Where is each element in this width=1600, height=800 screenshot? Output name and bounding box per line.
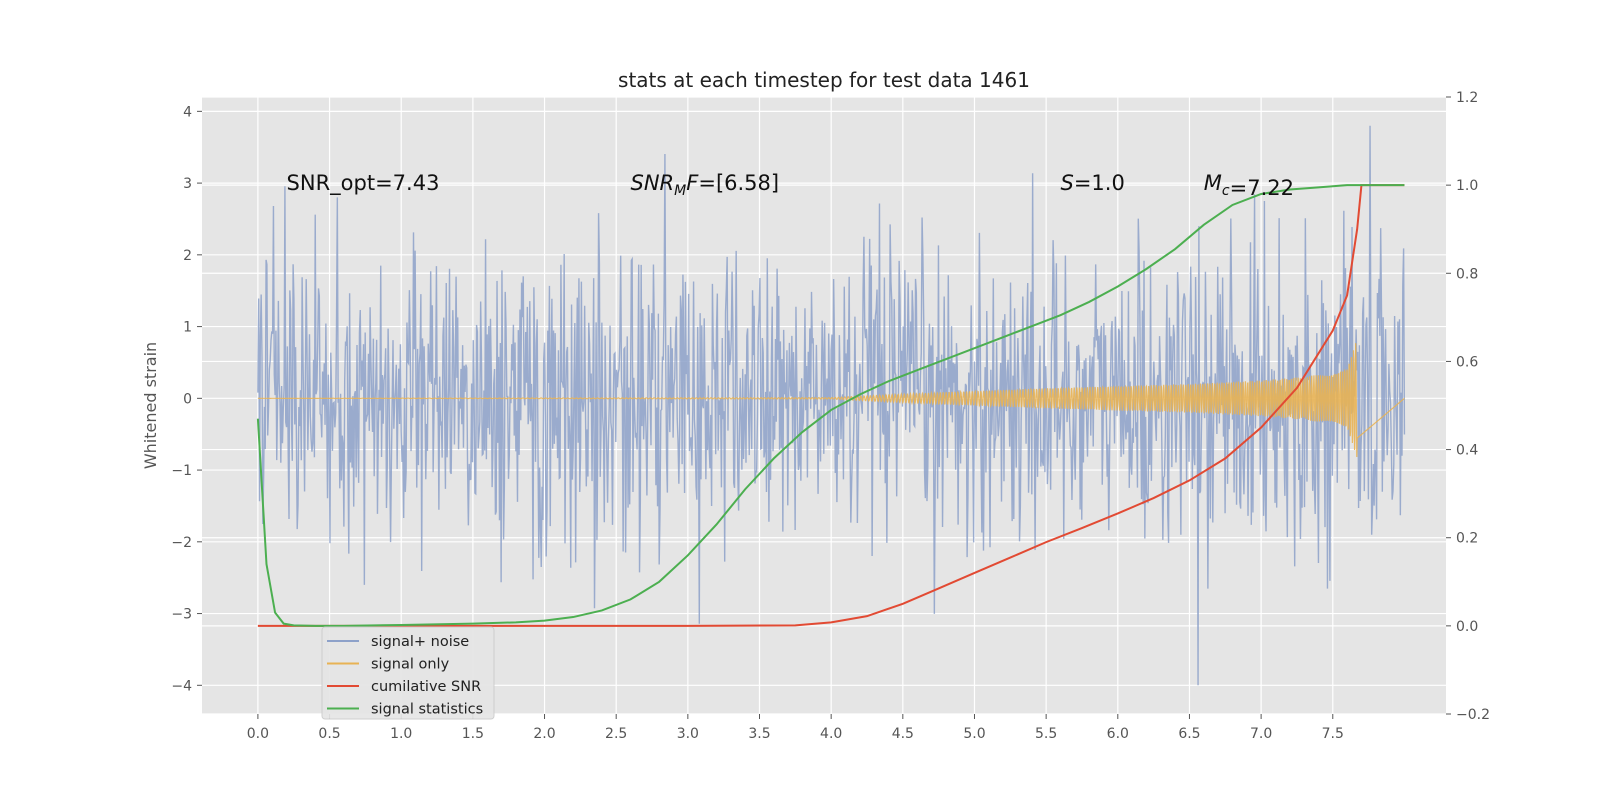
y2-tick-label: 1.0	[1456, 178, 1478, 194]
x-tick-label: 0.5	[318, 726, 340, 742]
series-cumulative-snr	[257, 184, 1405, 627]
x-tick-label: 7.0	[1250, 726, 1272, 742]
y-tick-label: −2	[171, 535, 192, 551]
x-tick-label: 4.0	[820, 726, 842, 742]
legend: signal+ noise signal only cumilative SNR si…	[321, 626, 495, 720]
y-axis-label: Whitened strain	[141, 342, 160, 469]
y-tick-label: 2	[183, 248, 192, 264]
legend-label-3: signal statistics	[371, 702, 483, 718]
y2-tick-label: 0.4	[1456, 443, 1478, 459]
y-tick-label: 1	[183, 320, 192, 336]
x-tick-label: 5.0	[963, 726, 985, 742]
annotation-3: Mc=7.22	[1204, 171, 1294, 200]
legend-box	[321, 626, 495, 720]
y2-tick-label: 0.0	[1456, 619, 1478, 635]
annotation-2: S=1.0	[1060, 171, 1124, 195]
y2-tick-label: 0.6	[1456, 354, 1478, 370]
legend-label-0: signal+ noise	[371, 634, 469, 650]
x-tick-label: 6.5	[1178, 726, 1200, 742]
y-tick-label: 4	[183, 104, 192, 120]
y-tick-label: −1	[171, 463, 192, 479]
legend-label-1: signal only	[371, 657, 450, 673]
y2-tick-label: 1.2	[1456, 90, 1478, 106]
x-tick-label: 6.0	[1107, 726, 1129, 742]
annotation-0: SNR_opt=7.43	[287, 171, 440, 196]
series-signal-noise	[257, 125, 1406, 686]
y2-tick-label: 0.8	[1456, 266, 1478, 282]
x-tick-label: 2.5	[605, 726, 627, 742]
x-tick-label: 1.0	[390, 726, 412, 742]
y-tick-label: −3	[171, 607, 192, 623]
x-tick-label: 7.5	[1322, 726, 1344, 742]
x-tick-label: 0.0	[247, 726, 269, 742]
y-tick-label: −4	[171, 678, 192, 694]
x-tick-label: 4.5	[892, 726, 914, 742]
x-tick-label: 1.5	[462, 726, 484, 742]
series-signal-statistics	[256, 184, 1405, 627]
series-signal-only	[257, 343, 1405, 458]
annotation-1: SNRMF=[6.58]	[631, 171, 780, 199]
y-tick-label: 3	[183, 176, 192, 192]
chart-title: stats at each timestep for test data 146…	[618, 68, 1030, 92]
legend-label-2: cumilative SNR	[371, 679, 481, 695]
x-tick-label: 5.5	[1035, 726, 1057, 742]
y2-tick-label: −0.2	[1456, 707, 1490, 723]
x-tick-label: 3.5	[748, 726, 770, 742]
y2-tick-label: 0.2	[1456, 531, 1478, 547]
x-tick-label: 3.0	[677, 726, 699, 742]
y-tick-label: 0	[183, 391, 192, 407]
x-tick-label: 2.0	[533, 726, 555, 742]
